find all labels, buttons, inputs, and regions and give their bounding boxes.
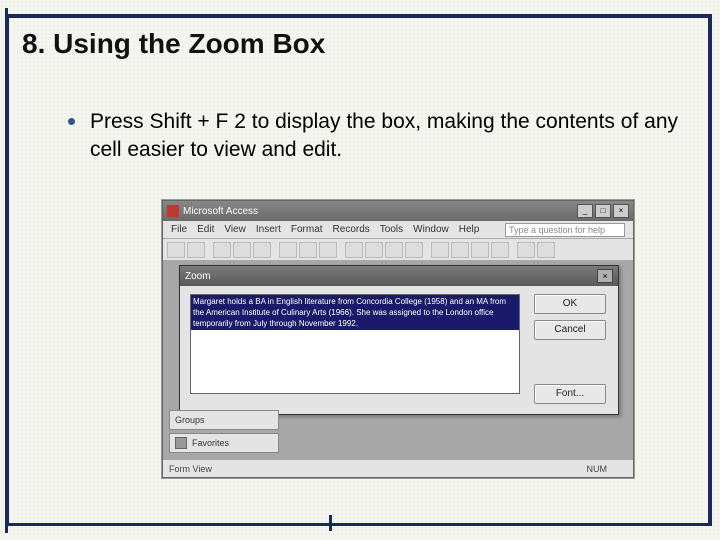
menu-edit[interactable]: Edit [197,224,214,235]
menu-window[interactable]: Window [413,224,449,235]
groups-row[interactable]: Groups [169,410,279,430]
access-logo-icon [167,205,179,217]
slide-title: 8. Using the Zoom Box [22,28,325,60]
toolbar-button[interactable] [253,242,271,258]
toolbar-button[interactable] [385,242,403,258]
zoom-body: Margaret holds a BA in English literatur… [180,286,618,414]
toolbar-button[interactable] [471,242,489,258]
left-panel: Groups Favorites [169,407,279,453]
toolbar-button[interactable] [167,242,185,258]
bullet-item: Press Shift + F 2 to display the box, ma… [68,108,678,165]
ok-button[interactable]: OK [534,294,606,314]
toolbar-button[interactable] [187,242,205,258]
window-controls: _ □ × [577,204,629,218]
menu-help[interactable]: Help [459,224,480,235]
toolbar-button[interactable] [233,242,251,258]
favorites-row[interactable]: Favorites [169,433,279,453]
menubar: File Edit View Insert Format Records Too… [163,221,633,239]
zoom-selected-text: Margaret holds a BA in English literatur… [191,295,519,330]
maximize-button[interactable]: □ [595,204,611,218]
menu-format[interactable]: Format [291,224,323,235]
toolbar [163,239,633,261]
menu-records[interactable]: Records [333,224,370,235]
toolbar-button[interactable] [451,242,469,258]
bullet-text: Press Shift + F 2 to display the box, ma… [90,108,678,165]
toolbar-button[interactable] [365,242,383,258]
app-title: Microsoft Access [183,206,258,217]
work-area: Zoom × Margaret holds a BA in English li… [163,261,633,459]
menu-insert[interactable]: Insert [256,224,281,235]
favorites-label: Favorites [192,438,229,448]
menu-file[interactable]: File [171,224,187,235]
statusbar: Form View NUM [163,459,633,477]
status-num: NUM [587,464,608,474]
minimize-button[interactable]: _ [577,204,593,218]
zoom-titlebar: Zoom × [180,266,618,286]
toolbar-button[interactable] [431,242,449,258]
toolbar-button[interactable] [319,242,337,258]
toolbar-button[interactable] [405,242,423,258]
toolbar-button[interactable] [537,242,555,258]
menu-view[interactable]: View [224,224,246,235]
menu-tools[interactable]: Tools [380,224,403,235]
toolbar-button[interactable] [299,242,317,258]
groups-label: Groups [175,415,205,425]
cancel-button[interactable]: Cancel [534,320,606,340]
toolbar-button[interactable] [213,242,231,258]
toolbar-button[interactable] [345,242,363,258]
toolbar-button[interactable] [279,242,297,258]
zoom-textarea[interactable]: Margaret holds a BA in English literatur… [190,294,520,394]
bullet-dot-icon [68,118,75,125]
help-search-input[interactable]: Type a question for help [505,223,625,237]
zoom-close-button[interactable]: × [597,269,613,283]
close-button[interactable]: × [613,204,629,218]
font-button[interactable]: Font... [534,384,606,404]
zoom-dialog: Zoom × Margaret holds a BA in English li… [179,265,619,415]
access-window: Microsoft Access _ □ × File Edit View In… [162,200,634,478]
zoom-title: Zoom [185,271,211,282]
access-titlebar: Microsoft Access _ □ × [163,201,633,221]
toolbar-button[interactable] [517,242,535,258]
toolbar-button[interactable] [491,242,509,258]
status-left: Form View [169,464,212,474]
favorites-icon [175,437,187,449]
